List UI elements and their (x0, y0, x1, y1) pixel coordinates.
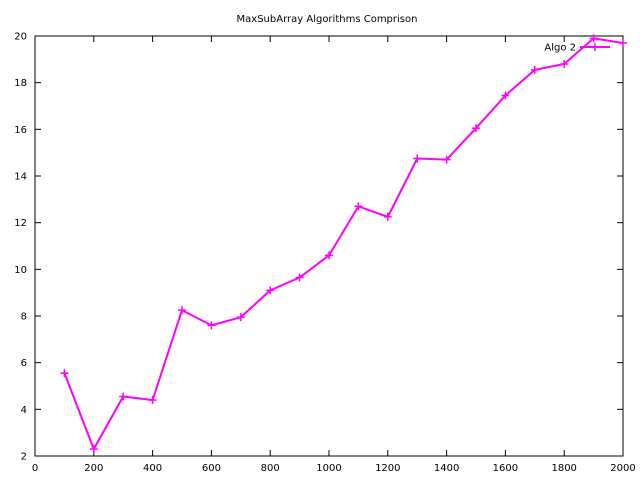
x-tick-label: 1400 (434, 463, 459, 474)
data-point (501, 91, 510, 100)
data-point (60, 369, 69, 378)
y-tick-label: 4 (21, 405, 27, 416)
y-tick-label: 2 (21, 452, 27, 463)
data-point (119, 392, 128, 401)
axes: 0 200 400 600 800 1000 1200 1400 1600 1800 2000 2 4 6… (14, 32, 635, 475)
y-tick-label: 20 (14, 32, 27, 43)
data-point (266, 286, 275, 295)
y-tick-label: 6 (21, 358, 27, 369)
x-tick-label: 1800 (551, 463, 576, 474)
y-tick-label: 18 (14, 78, 27, 89)
data-point (589, 34, 598, 43)
x-tick-label: 1000 (316, 463, 341, 474)
legend: Algo 2 (544, 43, 610, 54)
data-point (413, 154, 422, 163)
y-tick-label: 8 (21, 312, 27, 323)
x-tick-label: 600 (202, 463, 221, 474)
legend-label: Algo 2 (544, 43, 576, 54)
data-point (383, 212, 392, 221)
x-tick-label: 2000 (610, 463, 635, 474)
y-tick-label: 16 (14, 125, 27, 136)
y-tick-label: 10 (14, 265, 27, 276)
x-tick-label: 400 (143, 463, 162, 474)
data-point (619, 39, 627, 47)
data-point (325, 251, 333, 260)
x-tick-label: 800 (261, 463, 280, 474)
chart-title: MaxSubArray Algorithms Comprison (237, 14, 418, 25)
series-line-1 (63, 37, 624, 452)
data-point (178, 306, 186, 315)
x-tick-label: 0 (32, 463, 38, 474)
data-point (354, 202, 363, 211)
data-point (89, 445, 98, 453)
series-layer (60, 34, 627, 453)
data-point (236, 313, 245, 322)
x-tick-label: 1600 (493, 463, 518, 474)
x-tick-label: 1200 (375, 463, 400, 474)
data-point (148, 396, 157, 404)
data-point (472, 124, 480, 133)
data-point (207, 321, 216, 330)
y-tick-label: 14 (14, 172, 27, 183)
y-tick-label: 12 (14, 218, 27, 229)
data-point (442, 155, 451, 164)
data-point (530, 65, 539, 74)
legend-marker (591, 43, 599, 51)
x-tick-label: 200 (84, 463, 103, 474)
data-point (295, 273, 304, 282)
data-point (560, 60, 569, 68)
